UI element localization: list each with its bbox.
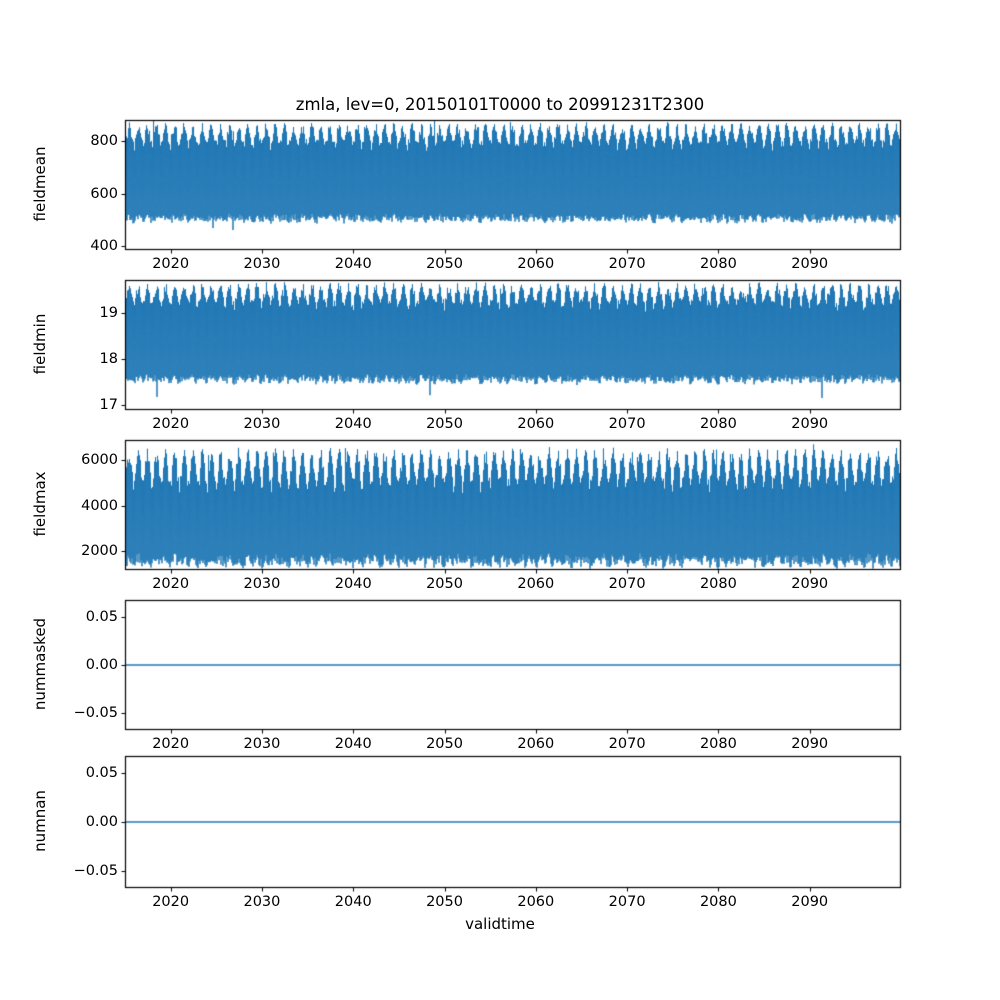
x-tick-label: 2030 bbox=[243, 576, 281, 592]
y-axis-label-fieldmax: fieldmax bbox=[31, 471, 49, 537]
x-tick-label: 2070 bbox=[608, 576, 646, 592]
y-tick-label: 800 bbox=[90, 133, 118, 149]
x-tick-label: 2050 bbox=[426, 256, 463, 272]
y-axis-label-fieldmean: fieldmean bbox=[31, 146, 49, 222]
x-tick-label: 2080 bbox=[699, 576, 737, 592]
x-tick-label: 2060 bbox=[517, 256, 555, 272]
y-tick-label: 0.05 bbox=[85, 609, 118, 626]
y-tick-label: 400 bbox=[90, 238, 118, 255]
y-tick-label: 0.00 bbox=[85, 814, 118, 830]
y-tick-label: 600 bbox=[90, 185, 118, 202]
x-tick-label: 2090 bbox=[791, 576, 829, 592]
x-tick-label: 2060 bbox=[517, 416, 555, 432]
y-tick-label: 18 bbox=[99, 350, 118, 367]
x-tick-label: 2070 bbox=[608, 256, 646, 272]
x-tick-label: 2070 bbox=[608, 894, 646, 910]
y-axis-label-nummasked: nummasked bbox=[31, 617, 49, 711]
y-axis-label-numnan: numnan bbox=[31, 790, 49, 852]
y-tick-label: 6000 bbox=[81, 452, 118, 469]
x-tick-label: 2020 bbox=[152, 256, 190, 272]
x-tick-label: 2070 bbox=[608, 416, 646, 432]
y-tick-label: 0.00 bbox=[85, 657, 118, 673]
figure-title: zmla, lev=0, 20150101T0000 to 20991231T2… bbox=[295, 95, 705, 114]
x-tick-label: 2060 bbox=[517, 576, 555, 592]
x-tick-label: 2090 bbox=[791, 894, 829, 910]
x-tick-label: 2050 bbox=[426, 416, 463, 432]
x-tick-label: 2020 bbox=[152, 894, 190, 910]
x-tick-label: 2040 bbox=[334, 894, 372, 910]
x-tick-label: 2090 bbox=[791, 416, 829, 432]
y-tick-label: 17 bbox=[99, 396, 118, 413]
x-tick-label: 2050 bbox=[426, 736, 463, 752]
x-tick-label: 2080 bbox=[699, 894, 737, 910]
y-axis-label-fieldmin: fieldmin bbox=[31, 313, 49, 375]
y-tick-label: 19 bbox=[99, 304, 118, 321]
x-tick-label: 2020 bbox=[152, 576, 190, 592]
x-tick-label: 2040 bbox=[334, 736, 372, 752]
x-tick-label: 2090 bbox=[791, 256, 829, 272]
x-tick-label: 2030 bbox=[243, 256, 281, 272]
x-tick-label: 2060 bbox=[517, 736, 555, 752]
x-tick-label: 2040 bbox=[334, 256, 372, 272]
x-tick-label: 2070 bbox=[608, 736, 646, 752]
y-tick-label: 0.05 bbox=[85, 765, 118, 782]
x-tick-label: 2020 bbox=[152, 736, 190, 752]
x-tick-label: 2040 bbox=[334, 416, 372, 432]
x-tick-label: 2030 bbox=[243, 736, 281, 752]
x-tick-label: 2050 bbox=[426, 894, 463, 910]
x-tick-label: 2090 bbox=[791, 736, 829, 752]
x-tick-label: 2060 bbox=[517, 894, 555, 910]
x-tick-label: 2080 bbox=[699, 416, 737, 432]
x-axis-label: validtime bbox=[465, 915, 535, 933]
y-tick-label: −0.05 bbox=[73, 704, 118, 721]
x-tick-label: 2040 bbox=[334, 576, 372, 592]
y-tick-label: 2000 bbox=[81, 542, 118, 559]
y-tick-label: −0.05 bbox=[73, 862, 118, 879]
x-tick-label: 2030 bbox=[243, 416, 281, 432]
x-tick-label: 2030 bbox=[243, 894, 281, 910]
x-tick-label: 2050 bbox=[426, 576, 463, 592]
x-tick-label: 2080 bbox=[699, 736, 737, 752]
x-tick-label: 2080 bbox=[699, 256, 737, 272]
y-tick-label: 4000 bbox=[81, 497, 118, 514]
x-tick-label: 2020 bbox=[152, 416, 190, 432]
